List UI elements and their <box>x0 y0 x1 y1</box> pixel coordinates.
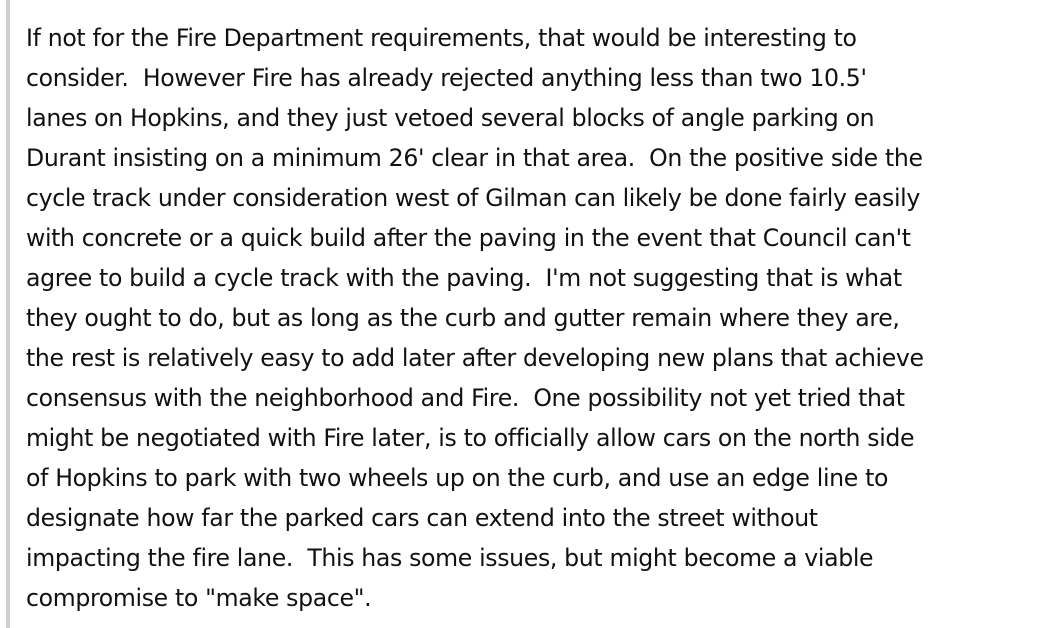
text-line: cycle track under consideration west of … <box>26 184 921 212</box>
text-line: agree to build a cycle track with the pa… <box>26 264 902 292</box>
text-line: of Hopkins to park with two wheels up on… <box>26 464 889 492</box>
text-line: might be negotiated with Fire later, is … <box>26 424 915 452</box>
quote-bar <box>6 0 10 628</box>
text-line: consider. However Fire has already rejec… <box>26 64 867 92</box>
quoted-paragraph: If not for the Fire Department requireme… <box>26 18 1038 618</box>
text-line: with concrete or a quick build after the… <box>26 224 911 252</box>
text-line: the rest is relatively easy to add later… <box>26 344 924 372</box>
text-line: consensus with the neighborhood and Fire… <box>26 384 905 412</box>
text-line: they ought to do, but as long as the cur… <box>26 304 900 332</box>
text-line: impacting the fire lane. This has some i… <box>26 544 874 572</box>
text-line: Durant insisting on a minimum 26' clear … <box>26 144 923 172</box>
text-line: lanes on Hopkins, and they just vetoed s… <box>26 104 875 132</box>
text-line: If not for the Fire Department requireme… <box>26 24 857 52</box>
text-line: compromise to "make space". <box>26 584 372 612</box>
text-line: designate how far the parked cars can ex… <box>26 504 818 532</box>
